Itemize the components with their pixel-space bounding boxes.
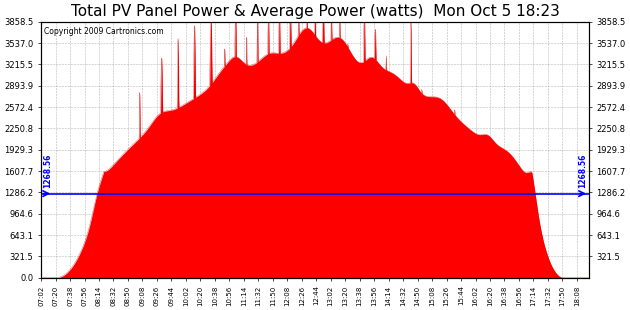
Text: 1268.56: 1268.56	[578, 154, 587, 188]
Text: 1268.56: 1268.56	[43, 154, 52, 188]
Title: Total PV Panel Power & Average Power (watts)  Mon Oct 5 18:23: Total PV Panel Power & Average Power (wa…	[71, 4, 559, 19]
Text: Copyright 2009 Cartronics.com: Copyright 2009 Cartronics.com	[44, 27, 163, 36]
